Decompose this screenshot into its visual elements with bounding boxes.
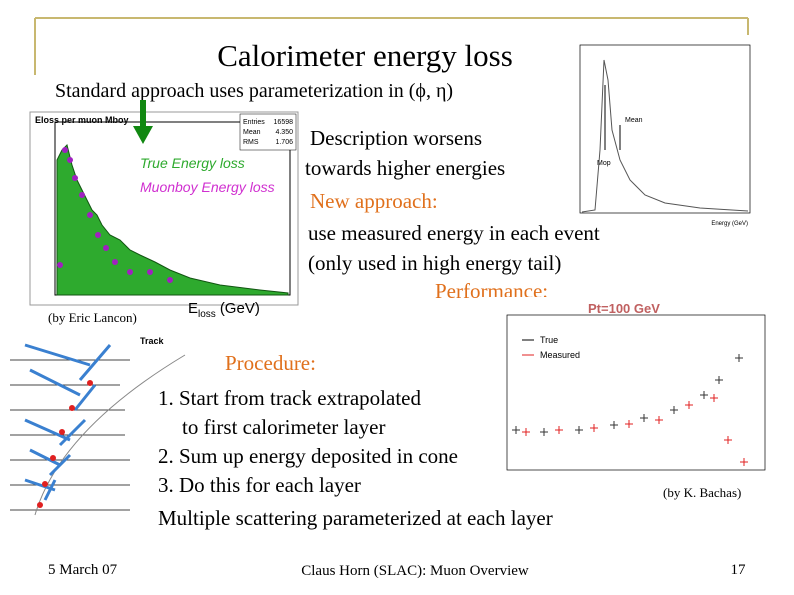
arrow-head: [133, 126, 153, 144]
legend-entry: Measured: [540, 350, 580, 360]
track-diagram: Track: [10, 336, 186, 516]
x-label: Eloss (GeV): [188, 300, 260, 320]
cone-edges: [43, 344, 112, 501]
heading: New approach:: [310, 189, 438, 213]
plot-label: Mop: [597, 160, 611, 167]
stat-label: Mean: [243, 129, 261, 136]
subtitle: Standard approach uses parameterization …: [55, 80, 453, 102]
plot-label: Mean: [625, 117, 643, 124]
dot: [87, 212, 93, 218]
footer-center: Claus Horn (SLAC): Muon Overview: [301, 563, 529, 579]
dot: [72, 175, 78, 181]
step: 2. Sum up energy deposited in cone: [158, 444, 458, 468]
dots: [57, 147, 173, 283]
plot-axes: [579, 44, 751, 214]
description-line: Description worsens: [310, 126, 482, 150]
top-right-plot: Mean Mop Energy (GeV): [550, 35, 770, 230]
stats-box: [239, 113, 297, 151]
legend-entry: Muonboy Energy loss: [140, 179, 275, 195]
left-plot: Eloss per muon Mboy Entries 16598 Mean 4…: [29, 100, 299, 320]
diagram-label: Track: [140, 336, 165, 346]
dot: [112, 259, 118, 265]
dot: [67, 157, 73, 163]
plot-title: Pt=100 GeV: [588, 301, 660, 316]
x-label-symbol: E: [188, 300, 198, 317]
footer-date: 5 March 07: [48, 562, 118, 578]
legend-entry: True Energy loss: [140, 155, 245, 171]
curve: [581, 59, 749, 213]
performance-plot: Pt=100 GeV True Measured: [478, 297, 770, 485]
dot: [57, 262, 63, 268]
x-label-unit: (GeV): [220, 300, 260, 317]
plot-axes: [506, 314, 766, 471]
body-line: use measured energy in each event: [308, 221, 600, 245]
step: 1. Start from track extrapolated: [158, 386, 421, 410]
hit: [50, 455, 56, 461]
hit: [87, 380, 93, 386]
cone-edges: [24, 343, 91, 492]
footer-page: 17: [731, 562, 747, 578]
x-label-subscript: loss: [198, 309, 216, 320]
dot: [95, 232, 101, 238]
credit: (by Eric Lancon): [48, 310, 137, 325]
dot: [62, 147, 68, 153]
step: 3. Do this for each layer: [158, 473, 361, 497]
stat-label: RMS: [243, 139, 259, 146]
hit: [42, 481, 48, 487]
markers-measured: [522, 394, 748, 466]
hit: [69, 405, 75, 411]
stat-value: 16598: [274, 119, 294, 126]
credit: (by K. Bachas): [663, 485, 741, 500]
stat-value: 4.350: [275, 129, 293, 136]
step: to first calorimeter layer: [182, 415, 386, 439]
x-label: Energy (GeV): [711, 221, 748, 227]
plot-title: Eloss per muon Mboy: [35, 115, 129, 125]
dot: [167, 277, 173, 283]
note: Multiple scattering parameterized at eac…: [158, 506, 553, 530]
dot: [147, 269, 153, 275]
dot: [127, 269, 133, 275]
dot: [103, 245, 109, 251]
hit: [37, 502, 43, 508]
plot-frame: [550, 35, 770, 230]
legend-entry: True: [540, 335, 558, 345]
hit: [59, 429, 65, 435]
plot-frame: [478, 297, 770, 485]
dot: [79, 192, 85, 198]
stat-label: Entries: [243, 119, 265, 126]
track: [34, 354, 186, 516]
hits: [37, 380, 93, 508]
heading: Procedure:: [225, 351, 316, 375]
title: Calorimeter energy loss: [217, 38, 513, 73]
markers-true: [512, 354, 743, 436]
stat-value: 1.706: [275, 139, 293, 146]
description-line: towards higher energies: [305, 156, 505, 180]
body-line: (only used in high energy tail): [308, 251, 561, 275]
